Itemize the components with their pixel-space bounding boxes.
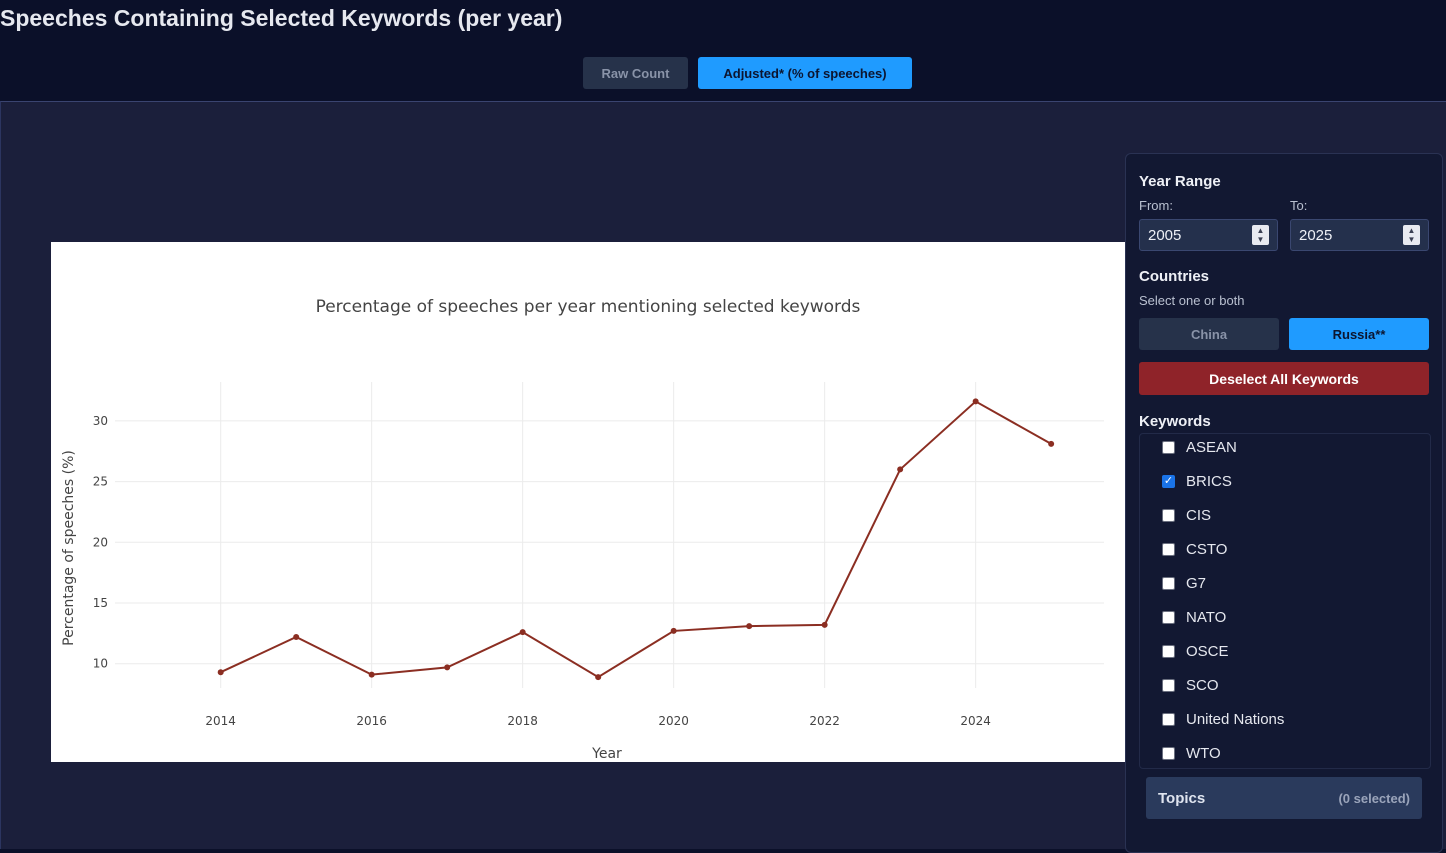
keyword-label: CSTO [1186, 540, 1228, 558]
to-year-spinner-icon[interactable]: ▲ ▼ [1403, 225, 1420, 245]
data-point[interactable] [293, 634, 300, 640]
topics-count: (0 selected) [1338, 790, 1410, 806]
y-tick-label: 25 [93, 475, 108, 489]
to-label: To: [1290, 198, 1308, 213]
x-tick-label: 2020 [658, 714, 689, 728]
y-tick-label: 30 [93, 414, 108, 428]
keyword-item[interactable]: NATO [1162, 607, 1226, 627]
filter-panel: Year Range From: To: 2005 ▲ ▼ 2025 ▲ ▼ Cou… [1125, 153, 1443, 853]
x-tick-label: 2022 [809, 714, 840, 728]
line-chart: 2014 2016 2018 2020 2022 2024 10 15 20 25 30 Perce… [61, 297, 1104, 762]
keyword-item[interactable]: OSCE [1162, 641, 1229, 661]
keyword-checkbox[interactable] [1162, 678, 1175, 692]
mode-toggle: Raw Count Adjusted* (% of speeches) [583, 57, 912, 89]
y-axis-label: Percentage of speeches (%) [61, 450, 77, 646]
keyword-item[interactable]: ✓ BRICS [1162, 471, 1232, 491]
china-button[interactable]: China [1139, 318, 1279, 350]
keyword-checkbox[interactable] [1162, 576, 1175, 590]
from-year-value: 2005 [1148, 226, 1182, 244]
x-tick-label: 2024 [960, 714, 991, 728]
from-year-input[interactable]: 2005 ▲ ▼ [1139, 219, 1278, 251]
adjusted-button[interactable]: Adjusted* (% of speeches) [698, 57, 912, 89]
axis-ticks: 2014 2016 2018 2020 2022 2024 10 15 20 25 30 [93, 414, 991, 728]
keyword-checkbox[interactable] [1162, 542, 1175, 556]
from-year-spinner-icon[interactable]: ▲ ▼ [1252, 225, 1269, 245]
chart-title: Percentage of speeches per year mentioni… [316, 297, 861, 317]
keyword-label: WTO [1186, 744, 1221, 762]
x-axis-label: Year [591, 746, 622, 762]
keyword-checkbox[interactable] [1162, 746, 1175, 760]
grid-lines [115, 382, 1104, 688]
data-point[interactable] [368, 671, 375, 678]
x-tick-label: 2018 [507, 714, 538, 728]
data-point[interactable] [444, 664, 451, 671]
keyword-checkbox[interactable] [1162, 644, 1175, 658]
data-point[interactable] [595, 674, 602, 681]
keyword-label: ASEAN [1186, 438, 1237, 456]
y-tick-label: 20 [93, 535, 108, 549]
keyword-label: G7 [1186, 574, 1207, 592]
series-line [220, 400, 1052, 679]
data-point[interactable] [217, 669, 224, 676]
keyword-item[interactable]: United Nations [1162, 709, 1284, 729]
keyword-item[interactable]: G7 [1162, 573, 1206, 593]
keyword-item[interactable]: CSTO [1162, 539, 1227, 559]
data-point[interactable] [519, 629, 526, 636]
y-tick-label: 15 [93, 596, 108, 610]
data-point[interactable] [1048, 440, 1055, 447]
keyword-item[interactable]: ASEAN [1162, 437, 1237, 457]
keyword-checkbox[interactable] [1162, 440, 1175, 454]
keyword-list[interactable]: ASEAN ✓ BRICS CIS CSTO G7 NATO OSCE SCO United Na… [1139, 433, 1431, 769]
keyword-checkbox[interactable] [1162, 712, 1175, 726]
keyword-item[interactable]: WTO [1162, 743, 1221, 763]
to-year-input[interactable]: 2025 ▲ ▼ [1290, 219, 1429, 251]
raw-count-button[interactable]: Raw Count [583, 57, 688, 89]
keyword-checkbox[interactable] [1162, 508, 1175, 522]
data-point[interactable] [821, 621, 828, 628]
keyword-label: CIS [1186, 506, 1212, 524]
countries-hint: Select one or both [1139, 293, 1245, 308]
keywords-title: Keywords [1139, 413, 1211, 430]
keyword-checkbox[interactable]: ✓ [1162, 474, 1175, 488]
keyword-label: OSCE [1186, 642, 1229, 660]
keyword-item[interactable]: CIS [1162, 505, 1211, 525]
keyword-item[interactable]: SCO [1162, 675, 1219, 695]
data-points [217, 398, 1055, 681]
data-point[interactable] [972, 398, 979, 405]
page-title: Speeches Containing Selected Keywords (p… [0, 5, 563, 31]
countries-title: Countries [1139, 268, 1210, 285]
year-range-title: Year Range [1139, 173, 1221, 190]
y-tick-label: 10 [93, 657, 108, 671]
russia-button[interactable]: Russia** [1289, 318, 1429, 350]
keyword-label: NATO [1186, 608, 1227, 626]
topics-accordion[interactable]: Topics (0 selected) [1146, 777, 1422, 819]
keyword-label: SCO [1186, 676, 1219, 694]
keyword-label: United Nations [1186, 710, 1285, 728]
from-label: From: [1139, 198, 1173, 213]
deselect-all-button[interactable]: Deselect All Keywords [1139, 362, 1429, 395]
x-tick-label: 2016 [356, 714, 387, 728]
x-tick-label: 2014 [205, 714, 236, 728]
to-year-value: 2025 [1299, 226, 1333, 244]
topics-label: Topics [1158, 789, 1206, 807]
data-point[interactable] [746, 623, 753, 630]
chart-container: 2014 2016 2018 2020 2022 2024 10 15 20 25 30 Perce… [51, 242, 1125, 762]
keyword-checkbox[interactable] [1162, 610, 1175, 624]
data-point[interactable] [670, 627, 677, 634]
data-point[interactable] [897, 466, 904, 473]
keyword-label: BRICS [1186, 472, 1232, 490]
